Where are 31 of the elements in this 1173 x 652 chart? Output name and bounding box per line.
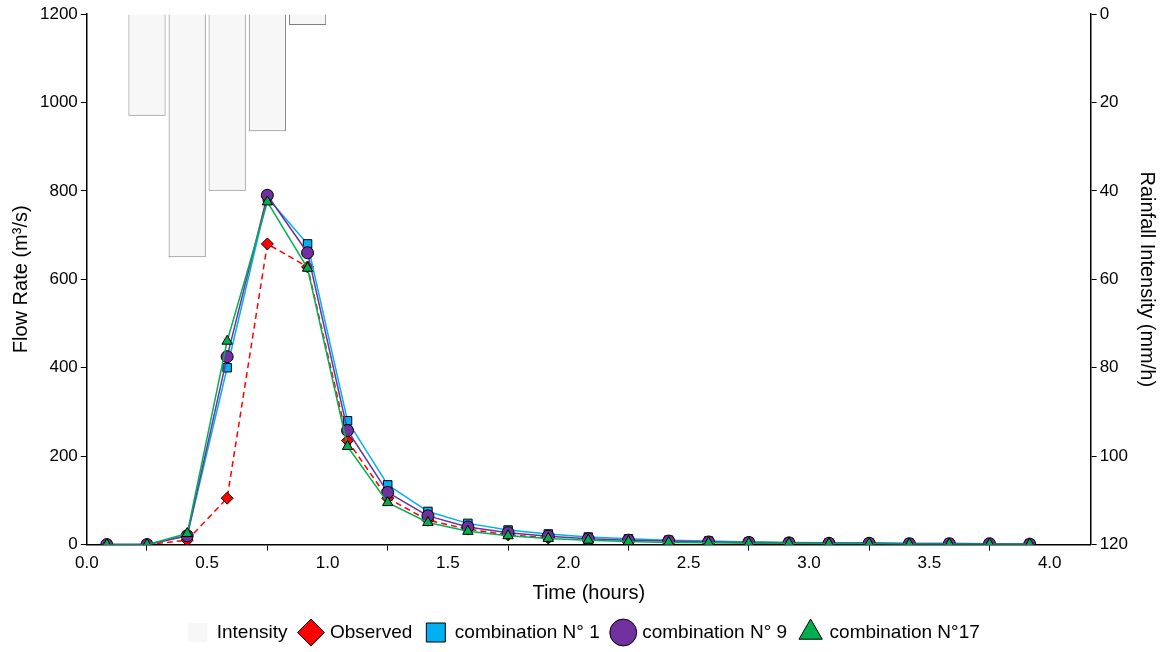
y-axis-title: Flow Rate (m³/s) [8, 205, 31, 354]
y2-axis-title: Rainfall Intensity (mm/h) [1137, 171, 1160, 388]
legend-label: combination N° 1 [454, 620, 600, 642]
x-axis-title: Time (hours) [532, 580, 646, 603]
x-tick-label: 2.0 [556, 553, 581, 573]
x-tick-label: 1.0 [315, 553, 340, 573]
y2-tick-label: 40 [1099, 180, 1119, 200]
x-tick-label: 0.0 [75, 553, 99, 573]
y-tick-label: 400 [49, 357, 78, 377]
x-tick-label: 3.5 [917, 553, 942, 573]
y-tick-label: 1200 [39, 3, 78, 23]
y2-tick-label: 100 [1099, 445, 1129, 465]
y2-tick-label: 120 [1099, 534, 1129, 554]
y-tick-label: 1000 [39, 92, 78, 112]
legend-label: Intensity [216, 620, 288, 642]
x-tick-label: 4.0 [1037, 553, 1062, 573]
x-tick-label: 2.5 [676, 553, 701, 573]
y-tick-label: 200 [49, 445, 78, 465]
legend-label: combination N°17 [829, 620, 980, 642]
y2-tick-label: 0 [1099, 3, 1110, 23]
x-tick-label: 0.5 [195, 553, 219, 573]
y-tick-label: 800 [49, 180, 78, 200]
y2-tick-label: 60 [1099, 268, 1119, 288]
y-tick-label: 0 [68, 534, 78, 554]
legend-label: Observed [329, 620, 413, 642]
y2-tick-label: 80 [1099, 357, 1119, 377]
legend-label: combination N° 9 [642, 620, 788, 642]
y-tick-label: 600 [49, 268, 78, 288]
x-tick-label: 1.5 [436, 553, 460, 573]
x-tick-label: 3.0 [797, 553, 821, 573]
y2-tick-label: 20 [1099, 92, 1119, 112]
